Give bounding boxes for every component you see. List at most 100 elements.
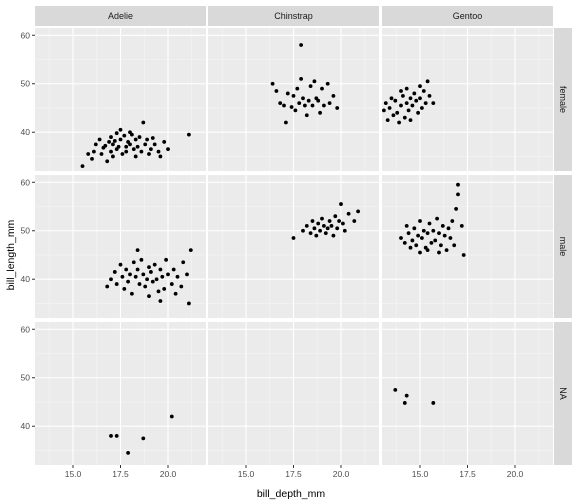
- data-point: [109, 135, 113, 139]
- data-point: [335, 226, 340, 231]
- data-point: [278, 101, 283, 106]
- data-point: [135, 248, 140, 253]
- data-point: [128, 272, 132, 277]
- strip-male-background: [554, 175, 572, 318]
- data-point: [141, 272, 146, 277]
- data-point: [137, 282, 142, 286]
- strip-chinstrap-label: Chinstrap: [274, 11, 313, 21]
- data-point: [105, 284, 110, 289]
- data-point: [128, 142, 132, 147]
- panel-chinstrap-male: [208, 175, 379, 318]
- data-point: [342, 228, 347, 233]
- data-point: [395, 110, 400, 115]
- data-point: [162, 287, 167, 291]
- data-point: [291, 236, 296, 240]
- data-point: [118, 127, 123, 132]
- strip-female-background: [554, 28, 572, 171]
- data-point: [459, 223, 464, 228]
- data-point: [389, 96, 394, 101]
- strip-na-background: [554, 322, 572, 465]
- data-point: [316, 98, 321, 103]
- data-point: [431, 101, 436, 106]
- data-point: [318, 110, 322, 115]
- data-point: [103, 143, 108, 148]
- data-point: [171, 267, 176, 272]
- data-point: [160, 274, 165, 279]
- data-point: [120, 152, 125, 156]
- data-point: [331, 233, 336, 238]
- data-point: [293, 108, 298, 113]
- data-point: [412, 226, 417, 231]
- data-point: [310, 103, 315, 108]
- panel-gentoo-male: [382, 175, 553, 318]
- strip-adelie-background: [35, 6, 206, 26]
- x-tick-label: 20.0: [507, 469, 524, 479]
- data-point: [141, 120, 146, 125]
- data-point: [431, 228, 436, 233]
- x-tick-label: 15.0: [412, 469, 429, 479]
- y-tick-label: 50: [21, 373, 31, 383]
- data-point: [308, 231, 313, 236]
- data-point: [306, 98, 311, 103]
- strip-na-label: NA: [558, 387, 568, 400]
- data-point: [335, 106, 340, 110]
- data-point: [412, 91, 417, 96]
- data-point: [109, 434, 113, 438]
- data-point: [173, 291, 178, 296]
- data-point: [418, 84, 422, 89]
- data-point: [406, 231, 411, 236]
- data-point: [404, 393, 409, 398]
- data-point: [414, 243, 419, 248]
- panel-gentoo-female: [382, 28, 553, 171]
- data-point: [425, 231, 430, 236]
- data-point: [187, 132, 191, 137]
- data-point: [114, 434, 119, 438]
- data-point: [418, 219, 422, 223]
- data-point: [402, 115, 407, 120]
- x-tick-label: 20.0: [160, 469, 177, 479]
- x-axis-title: bill_depth_mm: [257, 488, 326, 500]
- data-point: [112, 270, 117, 274]
- data-point: [408, 118, 413, 123]
- data-point: [333, 214, 338, 219]
- data-point: [429, 240, 434, 245]
- data-point: [456, 182, 460, 187]
- data-point: [425, 79, 430, 84]
- panel-adelie-male: [35, 175, 206, 318]
- data-point: [423, 101, 428, 106]
- data-point: [109, 277, 113, 282]
- data-point: [301, 96, 305, 101]
- data-point: [404, 101, 409, 106]
- strip-female-label: female: [558, 86, 568, 113]
- data-point: [440, 223, 445, 228]
- data-point: [356, 209, 360, 214]
- y-axis-title: bill_length_mm: [5, 219, 17, 290]
- strips-layer: Adelie Chinstrap Gentoo female male NA: [35, 6, 572, 465]
- data-point: [86, 152, 91, 156]
- data-point: [135, 144, 140, 149]
- data-point: [312, 226, 317, 231]
- data-point: [452, 243, 457, 248]
- data-point: [285, 91, 290, 96]
- y-tick-label: 60: [21, 177, 31, 187]
- panel-chinstrap-na: [208, 322, 379, 465]
- data-point: [316, 221, 321, 226]
- data-point: [133, 154, 138, 159]
- data-point: [164, 257, 169, 262]
- data-point: [416, 233, 420, 238]
- panel-adelie-na: [35, 322, 206, 465]
- data-point: [93, 142, 98, 147]
- data-point: [325, 81, 330, 86]
- data-point: [339, 202, 343, 206]
- data-point: [181, 260, 186, 265]
- data-point: [435, 216, 439, 221]
- data-point: [393, 387, 398, 392]
- data-point: [437, 250, 441, 255]
- data-point: [145, 137, 150, 142]
- data-point: [152, 262, 157, 267]
- data-point: [139, 257, 144, 262]
- data-point: [431, 401, 436, 405]
- data-point: [284, 120, 288, 125]
- data-point: [437, 231, 441, 236]
- data-point: [111, 154, 115, 159]
